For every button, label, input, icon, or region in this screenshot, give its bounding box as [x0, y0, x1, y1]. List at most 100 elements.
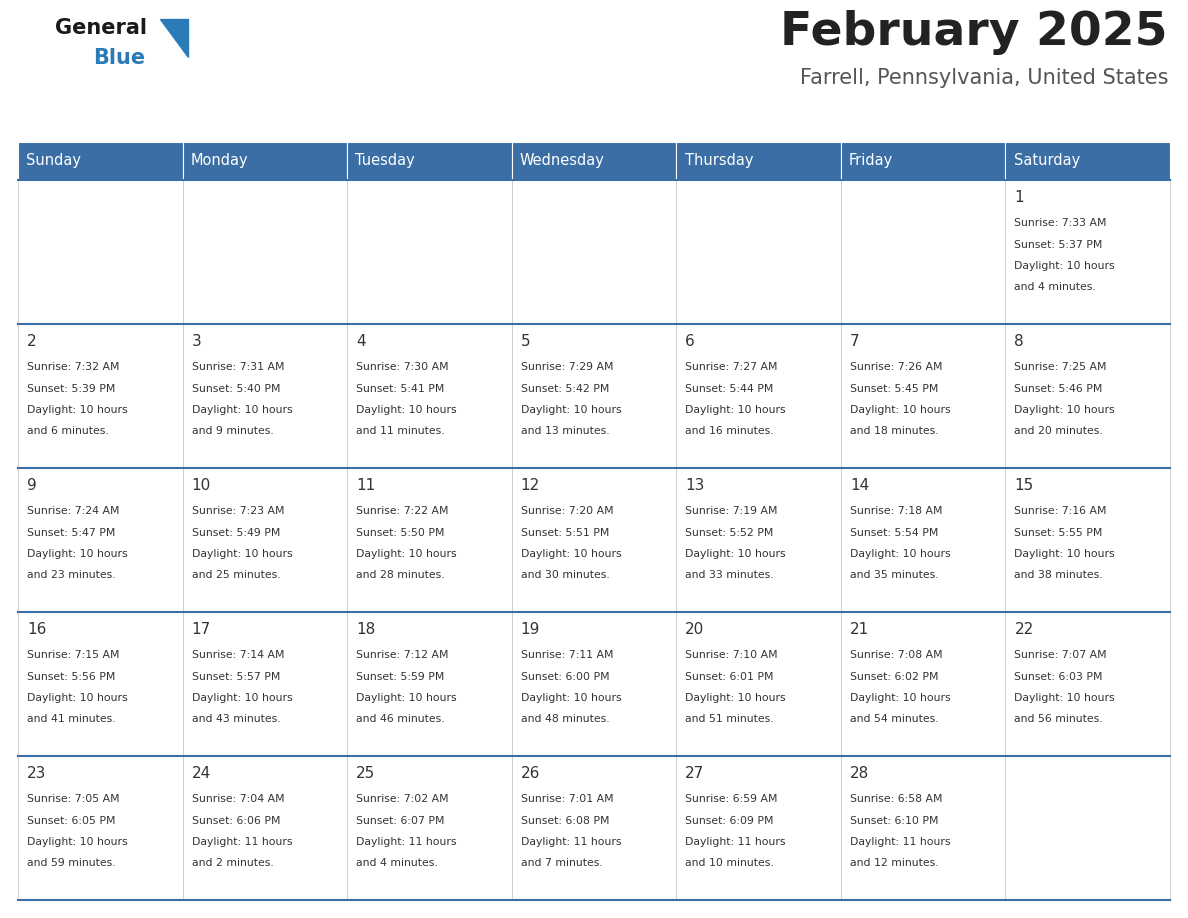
Text: 16: 16 [27, 622, 46, 637]
Text: 20: 20 [685, 622, 704, 637]
Text: Sunset: 6:09 PM: Sunset: 6:09 PM [685, 815, 773, 825]
Bar [676, 468, 841, 612]
Text: Sunset: 6:07 PM: Sunset: 6:07 PM [356, 815, 444, 825]
Bar [347, 468, 512, 612]
Text: Sunrise: 7:18 AM: Sunrise: 7:18 AM [849, 506, 942, 516]
Text: 3: 3 [191, 334, 201, 349]
Text: 4: 4 [356, 334, 366, 349]
Bar [347, 756, 512, 900]
Text: Sunset: 6:01 PM: Sunset: 6:01 PM [685, 671, 773, 681]
Bar [841, 468, 1005, 612]
Text: Daylight: 10 hours: Daylight: 10 hours [191, 549, 292, 559]
Bar [183, 468, 347, 612]
Text: Daylight: 10 hours: Daylight: 10 hours [356, 693, 456, 703]
Text: Sunset: 6:08 PM: Sunset: 6:08 PM [520, 815, 609, 825]
Text: and 54 minutes.: and 54 minutes. [849, 714, 939, 724]
Text: Sunset: 5:37 PM: Sunset: 5:37 PM [1015, 240, 1102, 250]
Text: 7: 7 [849, 334, 859, 349]
Bar [512, 180, 676, 324]
Text: Daylight: 10 hours: Daylight: 10 hours [849, 549, 950, 559]
Text: Daylight: 11 hours: Daylight: 11 hours [520, 837, 621, 847]
Text: Daylight: 10 hours: Daylight: 10 hours [356, 549, 456, 559]
Bar [841, 324, 1005, 468]
Bar [347, 180, 512, 324]
Text: Sunset: 6:00 PM: Sunset: 6:00 PM [520, 671, 609, 681]
Text: and 10 minutes.: and 10 minutes. [685, 858, 775, 868]
Text: 6: 6 [685, 334, 695, 349]
Text: 10: 10 [191, 478, 210, 493]
Bar [676, 142, 841, 180]
Text: Sunset: 5:56 PM: Sunset: 5:56 PM [27, 671, 115, 681]
Bar [676, 324, 841, 468]
Text: 27: 27 [685, 766, 704, 781]
Text: Sunrise: 7:19 AM: Sunrise: 7:19 AM [685, 506, 778, 516]
Text: Wednesday: Wednesday [520, 153, 605, 169]
Text: 15: 15 [1015, 478, 1034, 493]
Text: 14: 14 [849, 478, 870, 493]
Bar [18, 324, 183, 468]
Text: and 7 minutes.: and 7 minutes. [520, 858, 602, 868]
Text: Sunset: 5:40 PM: Sunset: 5:40 PM [191, 384, 280, 394]
Text: and 51 minutes.: and 51 minutes. [685, 714, 773, 724]
Text: 11: 11 [356, 478, 375, 493]
Text: and 56 minutes.: and 56 minutes. [1015, 714, 1102, 724]
Text: Sunrise: 6:58 AM: Sunrise: 6:58 AM [849, 794, 942, 804]
Bar [1005, 468, 1170, 612]
Bar [841, 142, 1005, 180]
Text: and 12 minutes.: and 12 minutes. [849, 858, 939, 868]
Bar [512, 756, 676, 900]
Text: and 4 minutes.: and 4 minutes. [1015, 283, 1097, 293]
Text: 22: 22 [1015, 622, 1034, 637]
Text: and 30 minutes.: and 30 minutes. [520, 570, 609, 580]
Text: Sunset: 5:39 PM: Sunset: 5:39 PM [27, 384, 115, 394]
Text: Daylight: 10 hours: Daylight: 10 hours [356, 405, 456, 415]
Text: Daylight: 10 hours: Daylight: 10 hours [1015, 549, 1116, 559]
Text: 18: 18 [356, 622, 375, 637]
Text: Sunrise: 7:14 AM: Sunrise: 7:14 AM [191, 650, 284, 660]
Bar [676, 756, 841, 900]
Text: Sunset: 5:46 PM: Sunset: 5:46 PM [1015, 384, 1102, 394]
Text: 12: 12 [520, 478, 541, 493]
Text: Daylight: 10 hours: Daylight: 10 hours [191, 405, 292, 415]
Text: Daylight: 10 hours: Daylight: 10 hours [27, 405, 127, 415]
Text: and 41 minutes.: and 41 minutes. [27, 714, 115, 724]
Text: Farrell, Pennsylvania, United States: Farrell, Pennsylvania, United States [800, 68, 1168, 88]
Text: 5: 5 [520, 334, 530, 349]
Text: and 2 minutes.: and 2 minutes. [191, 858, 273, 868]
Bar [347, 612, 512, 756]
Text: Sunday: Sunday [26, 153, 81, 169]
Text: 24: 24 [191, 766, 210, 781]
Text: and 20 minutes.: and 20 minutes. [1015, 427, 1104, 436]
Text: Daylight: 11 hours: Daylight: 11 hours [685, 837, 785, 847]
Text: 13: 13 [685, 478, 704, 493]
Text: Sunset: 5:41 PM: Sunset: 5:41 PM [356, 384, 444, 394]
Bar [183, 142, 347, 180]
Text: and 23 minutes.: and 23 minutes. [27, 570, 115, 580]
Bar [676, 612, 841, 756]
Bar [841, 180, 1005, 324]
Bar [676, 180, 841, 324]
Text: Sunrise: 7:30 AM: Sunrise: 7:30 AM [356, 362, 449, 372]
Text: Sunset: 6:03 PM: Sunset: 6:03 PM [1015, 671, 1102, 681]
Bar [18, 142, 183, 180]
Bar [841, 612, 1005, 756]
Bar [183, 324, 347, 468]
Bar [841, 756, 1005, 900]
Text: Sunset: 5:45 PM: Sunset: 5:45 PM [849, 384, 939, 394]
Text: Sunrise: 7:27 AM: Sunrise: 7:27 AM [685, 362, 778, 372]
Text: Sunrise: 7:16 AM: Sunrise: 7:16 AM [1015, 506, 1107, 516]
Text: Daylight: 10 hours: Daylight: 10 hours [520, 693, 621, 703]
Polygon shape [160, 19, 188, 57]
Text: Sunset: 5:55 PM: Sunset: 5:55 PM [1015, 528, 1102, 538]
Text: and 33 minutes.: and 33 minutes. [685, 570, 773, 580]
Text: and 48 minutes.: and 48 minutes. [520, 714, 609, 724]
Text: Sunrise: 6:59 AM: Sunrise: 6:59 AM [685, 794, 778, 804]
Text: Daylight: 10 hours: Daylight: 10 hours [849, 693, 950, 703]
Text: Daylight: 11 hours: Daylight: 11 hours [849, 837, 950, 847]
Text: and 6 minutes.: and 6 minutes. [27, 427, 109, 436]
Bar [1005, 142, 1170, 180]
Text: and 59 minutes.: and 59 minutes. [27, 858, 115, 868]
Text: Sunrise: 7:24 AM: Sunrise: 7:24 AM [27, 506, 120, 516]
Text: and 4 minutes.: and 4 minutes. [356, 858, 438, 868]
Text: and 9 minutes.: and 9 minutes. [191, 427, 273, 436]
